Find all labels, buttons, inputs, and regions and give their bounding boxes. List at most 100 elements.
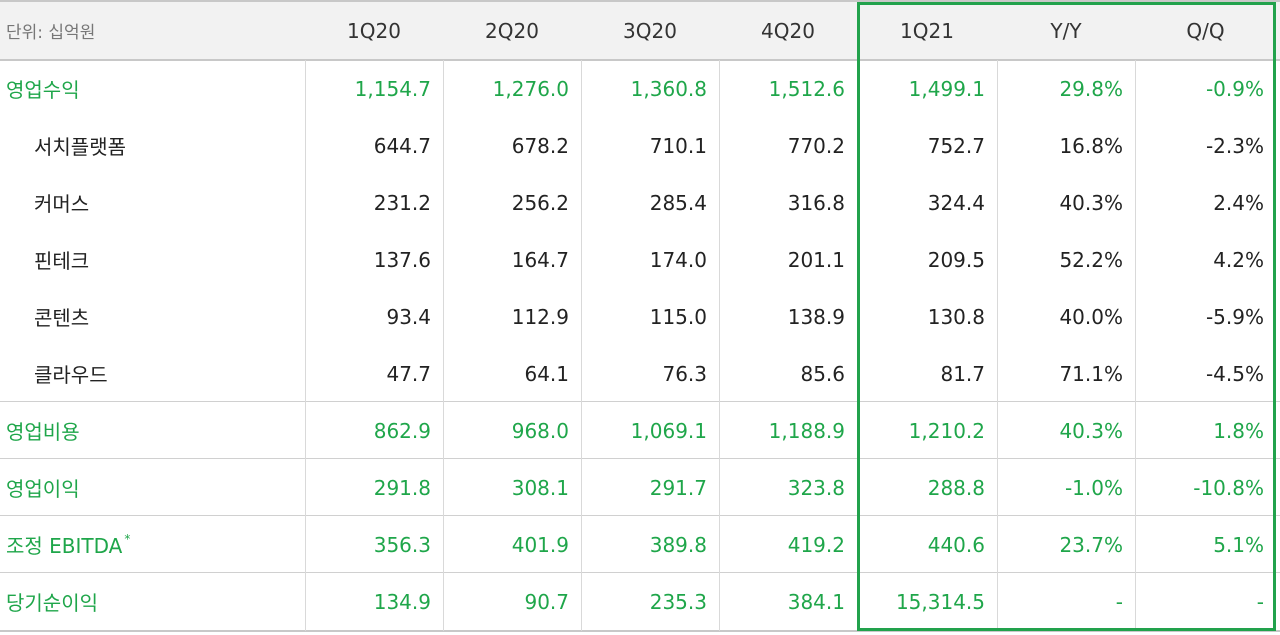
- column-header: 1Q21: [900, 18, 954, 43]
- table-cell: 209.5: [927, 247, 985, 272]
- row-label: 당기순이익: [6, 591, 98, 615]
- table-cell: 291.7: [649, 475, 707, 500]
- table-cell: 15,314.5: [895, 589, 985, 614]
- row-label-text: 조정 EBITDA: [6, 534, 123, 558]
- row-divider: [0, 458, 1280, 459]
- table-cell: 134.9: [373, 589, 431, 614]
- table-cell: 4.2%: [1213, 247, 1264, 272]
- table-cell: 678.2: [511, 133, 569, 158]
- table-row: 커머스 231.2 256.2 285.4 316.8 324.4 40.3% …: [0, 174, 1280, 231]
- table-cell: 235.3: [649, 589, 707, 614]
- table-cell: 201.1: [787, 247, 845, 272]
- table-cell: 40.3%: [1059, 190, 1123, 215]
- row-divider: [0, 572, 1280, 573]
- column-divider: [305, 60, 306, 631]
- table-cell: 710.1: [649, 133, 707, 158]
- row-label: 조정 EBITDA *: [0, 516, 305, 573]
- column-header: 4Q20: [761, 18, 815, 43]
- table-cell: 291.8: [373, 475, 431, 500]
- row-label: 클라우드: [34, 363, 108, 387]
- table-cell: 81.7: [940, 361, 985, 386]
- table-row: 당기순이익 134.9 90.7 235.3 384.1 15,314.5 - …: [0, 573, 1280, 630]
- table-cell: -0.9%: [1205, 76, 1264, 101]
- table-cell: 130.8: [927, 304, 985, 329]
- footnote-mark: *: [124, 531, 131, 546]
- table-cell: 440.6: [927, 532, 985, 557]
- table-cell: 71.1%: [1059, 361, 1123, 386]
- table-cell: 85.6: [800, 361, 845, 386]
- column-header: 3Q20: [623, 18, 677, 43]
- row-label: 서치플랫폼: [34, 135, 126, 159]
- table-cell: 1,499.1: [908, 76, 985, 101]
- table-cell: 112.9: [511, 304, 569, 329]
- table-row: 영업비용 862.9 968.0 1,069.1 1,188.9 1,210.2…: [0, 402, 1280, 459]
- column-divider: [443, 60, 444, 631]
- table-cell: 16.8%: [1059, 133, 1123, 158]
- table-cell: 968.0: [511, 418, 569, 443]
- table-cell: -: [1256, 589, 1264, 614]
- table-cell: 288.8: [927, 475, 985, 500]
- table-cell: 1,188.9: [768, 418, 845, 443]
- table-cell: -1.0%: [1064, 475, 1123, 500]
- table-row: 서치플랫폼 644.7 678.2 710.1 770.2 752.7 16.8…: [0, 117, 1280, 174]
- table-cell: 862.9: [373, 418, 431, 443]
- table-cell: 1,360.8: [630, 76, 707, 101]
- table-header-row: 단위: 십억원 1Q20 2Q20 3Q20 4Q20 1Q21 Y/Y Q/Q: [0, 2, 1280, 59]
- table-cell: 401.9: [511, 532, 569, 557]
- table-cell: 5.1%: [1213, 532, 1264, 557]
- table-row: 영업수익 1,154.7 1,276.0 1,360.8 1,512.6 1,4…: [0, 60, 1280, 117]
- table-cell: 138.9: [787, 304, 845, 329]
- table-cell: 174.0: [649, 247, 707, 272]
- table-cell: 1,210.2: [908, 418, 985, 443]
- table-cell: 93.4: [386, 304, 431, 329]
- table-cell: 90.7: [524, 589, 569, 614]
- table-cell: 29.8%: [1059, 76, 1123, 101]
- column-divider: [581, 60, 582, 631]
- table-cell: 384.1: [787, 589, 845, 614]
- table-cell: 23.7%: [1059, 532, 1123, 557]
- table-row: 조정 EBITDA * 356.3 401.9 389.8 419.2 440.6…: [0, 516, 1280, 573]
- table-cell: -10.8%: [1193, 475, 1264, 500]
- table-cell: -2.3%: [1205, 133, 1264, 158]
- table-cell: 256.2: [511, 190, 569, 215]
- table-cell: 40.0%: [1059, 304, 1123, 329]
- row-divider: [0, 515, 1280, 516]
- table-cell: 285.4: [649, 190, 707, 215]
- table-cell: 1,512.6: [768, 76, 845, 101]
- table-cell: 52.2%: [1059, 247, 1123, 272]
- column-divider: [997, 60, 998, 631]
- table-cell: 1,069.1: [630, 418, 707, 443]
- table-cell: 137.6: [373, 247, 431, 272]
- column-header: 1Q20: [347, 18, 401, 43]
- row-label: 영업이익: [6, 477, 80, 501]
- column-divider: [719, 60, 720, 631]
- table-cell: 1,154.7: [354, 76, 431, 101]
- table-row: 클라우드 47.7 64.1 76.3 85.6 81.7 71.1% -4.5…: [0, 345, 1280, 402]
- column-header: Q/Q: [1186, 18, 1225, 43]
- table-cell: 308.1: [511, 475, 569, 500]
- table-cell: -5.9%: [1205, 304, 1264, 329]
- table-cell: 419.2: [787, 532, 845, 557]
- table-cell: 324.4: [927, 190, 985, 215]
- table-cell: 40.3%: [1059, 418, 1123, 443]
- row-label: 영업수익: [6, 78, 80, 102]
- row-label: 영업비용: [6, 420, 80, 444]
- table-cell: 752.7: [927, 133, 985, 158]
- column-divider: [1135, 60, 1136, 631]
- table-cell: 231.2: [373, 190, 431, 215]
- table-cell: 164.7: [511, 247, 569, 272]
- row-label: 핀테크: [34, 249, 90, 273]
- table-cell: 1.8%: [1213, 418, 1264, 443]
- table-row: 영업이익 291.8 308.1 291.7 323.8 288.8 -1.0%…: [0, 459, 1280, 516]
- row-label: 커머스: [34, 192, 90, 216]
- header-divider: [0, 59, 1280, 61]
- table-cell: 2.4%: [1213, 190, 1264, 215]
- table-cell: -: [1115, 589, 1123, 614]
- table-cell: 770.2: [787, 133, 845, 158]
- table-cell: 47.7: [386, 361, 431, 386]
- table-cell: 64.1: [524, 361, 569, 386]
- column-header: 2Q20: [485, 18, 539, 43]
- table-row: 핀테크 137.6 164.7 174.0 201.1 209.5 52.2% …: [0, 231, 1280, 288]
- unit-label: 단위: 십억원: [6, 23, 96, 43]
